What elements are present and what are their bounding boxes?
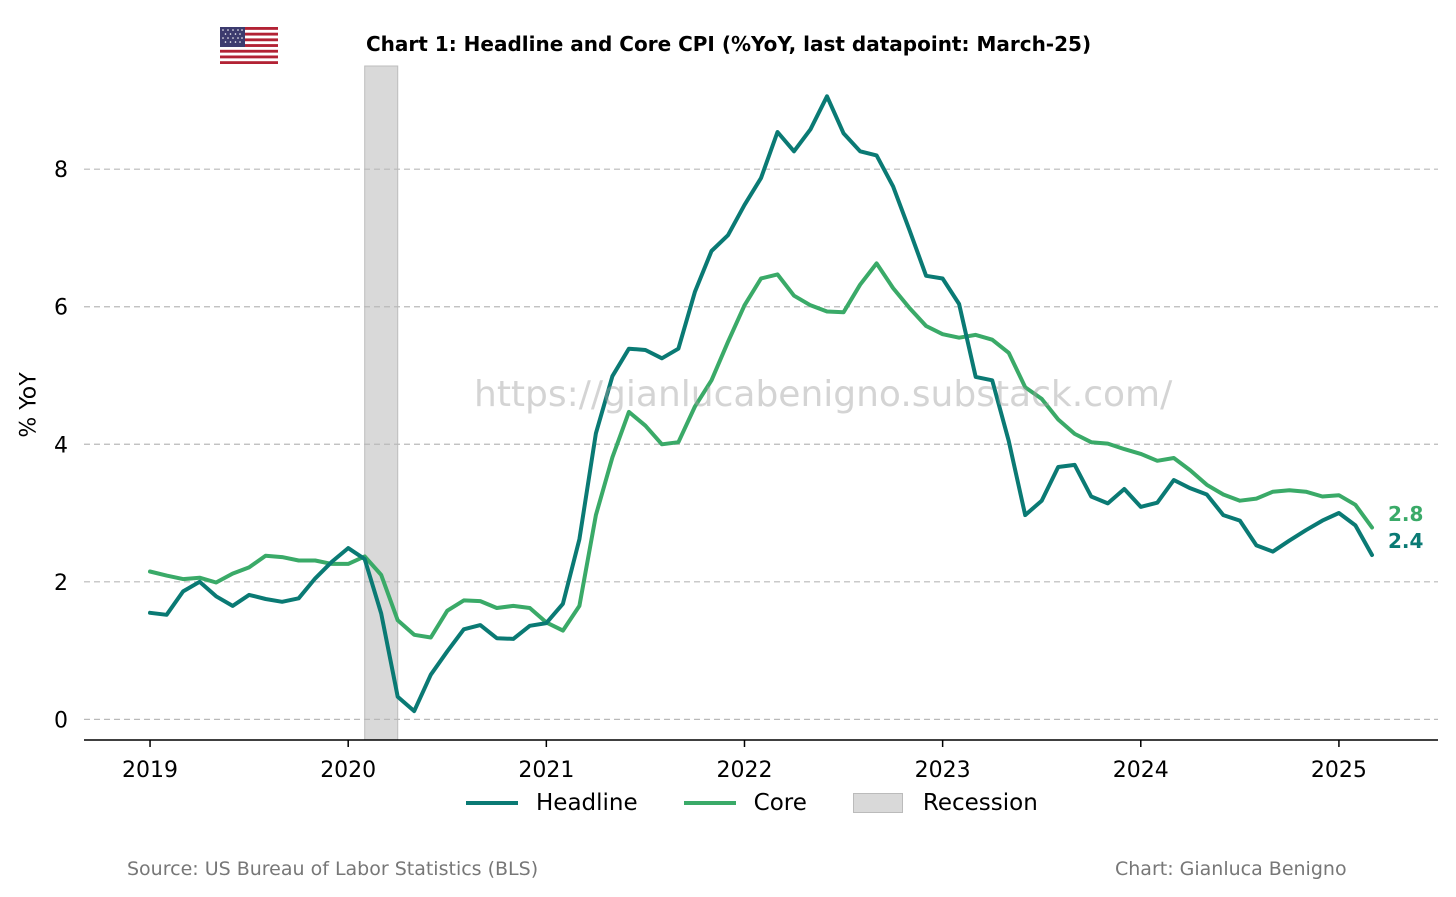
y-tick-label: 6 xyxy=(54,296,68,321)
x-tick-label: 2025 xyxy=(1311,758,1367,783)
x-tick-label: 2019 xyxy=(122,758,178,783)
legend-label-core: Core xyxy=(753,790,807,816)
core-legend-swatch xyxy=(683,801,736,805)
legend-item-recession: Recession xyxy=(852,790,1038,816)
watermark: https://gianlucabenigno.substack.com/ xyxy=(474,374,1173,415)
recession-legend-swatch xyxy=(852,793,903,813)
legend: Headline Core Recession xyxy=(466,790,1084,816)
source-note: Source: US Bureau of Labor Statistics (B… xyxy=(127,858,539,880)
legend-item-core: Core xyxy=(683,790,807,816)
legend-item-headline: Headline xyxy=(466,790,638,816)
y-tick-label: 2 xyxy=(54,571,68,596)
x-tick-label: 2024 xyxy=(1113,758,1169,783)
legend-label-recession: Recession xyxy=(922,790,1038,816)
y-tick-label: 4 xyxy=(54,433,68,458)
x-tick-label: 2022 xyxy=(716,758,772,783)
y-tick-label: 0 xyxy=(54,708,68,733)
series-line-core xyxy=(148,261,1374,640)
x-tick-label: 2023 xyxy=(915,758,971,783)
chart-title: Chart 1: Headline and Core CPI (%YoY, la… xyxy=(366,32,1092,56)
headline-legend-swatch xyxy=(466,801,518,805)
core-end-label: 2.8 xyxy=(1387,502,1424,527)
x-tick-label: 2020 xyxy=(320,758,376,783)
recession-band xyxy=(364,65,399,741)
series-line-headline xyxy=(148,94,1374,714)
legend-label-headline: Headline xyxy=(536,790,638,816)
us-flag-icon xyxy=(220,27,278,64)
x-tick-label: 2021 xyxy=(518,758,574,783)
headline-end-label: 2.4 xyxy=(1387,528,1424,553)
chart-credit: Chart: Gianluca Benigno xyxy=(1115,858,1347,880)
y-tick-label: 8 xyxy=(54,158,68,183)
